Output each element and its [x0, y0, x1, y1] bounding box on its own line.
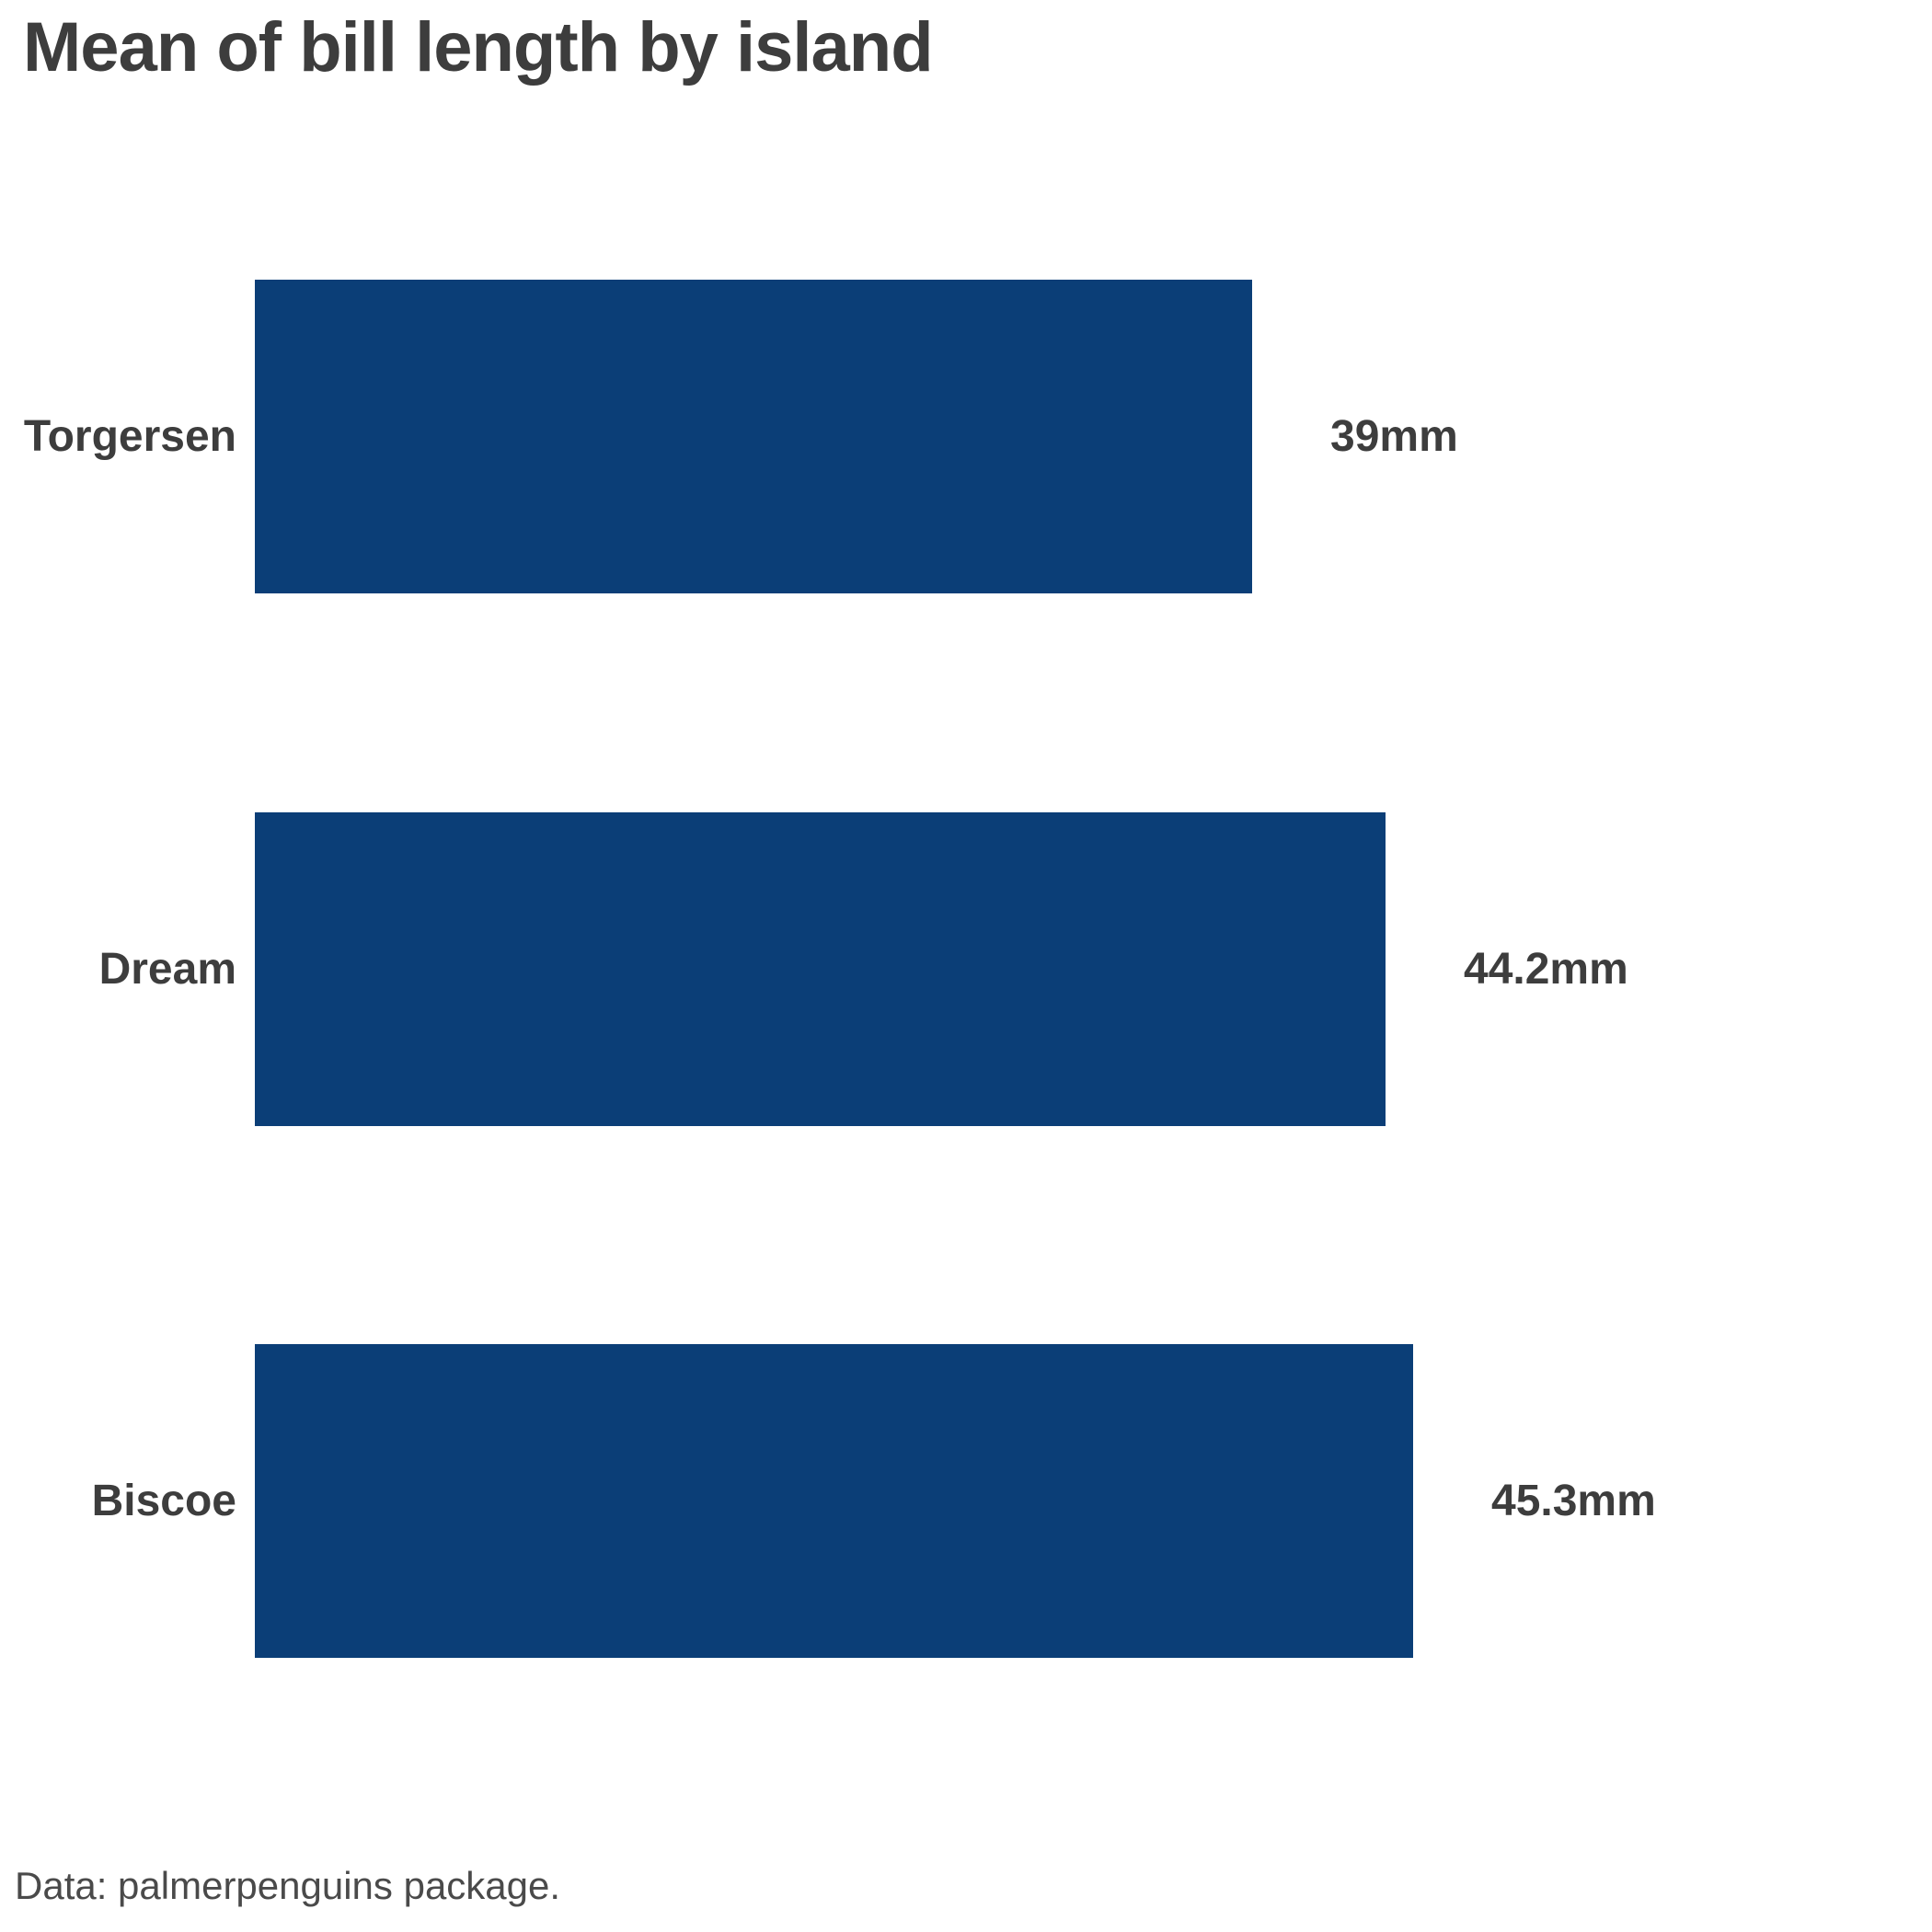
value-label-biscoe: 45.3mm [1491, 1476, 1656, 1525]
value-label-torgersen: 39mm [1330, 411, 1458, 461]
bar-torgersen [255, 280, 1252, 593]
page-title: Mean of bill length by island [23, 8, 934, 86]
bar-row-torgersen: Torgersen 39mm [0, 280, 1932, 593]
category-label-dream: Dream [98, 944, 236, 994]
bar-biscoe [255, 1344, 1413, 1658]
category-label-torgersen: Torgersen [23, 411, 236, 461]
value-label-dream: 44.2mm [1464, 944, 1628, 994]
bar-dream [255, 812, 1386, 1126]
source-note: Data: palmerpenguins package. [15, 1864, 561, 1907]
bar-row-dream: Dream 44.2mm [0, 812, 1932, 1126]
category-label-biscoe: Biscoe [91, 1476, 236, 1525]
bar-row-biscoe: Biscoe 45.3mm [0, 1344, 1932, 1658]
